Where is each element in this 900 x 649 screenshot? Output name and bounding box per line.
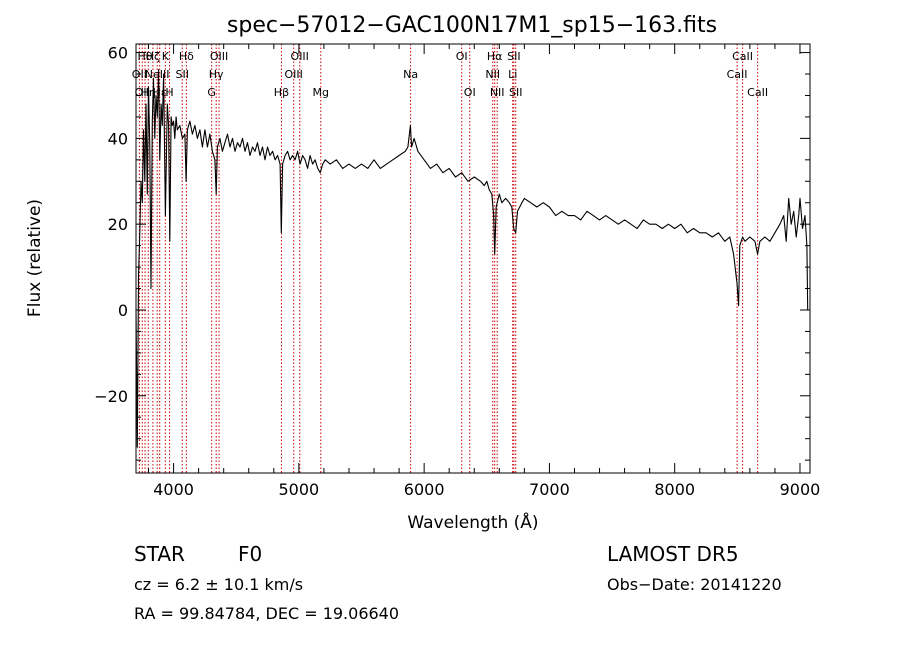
line-label: NII bbox=[485, 68, 500, 81]
line-label: NeIII bbox=[145, 68, 170, 81]
line-label: Hθ bbox=[138, 50, 153, 63]
line-label: SII bbox=[507, 50, 520, 63]
y-tick-label: 40 bbox=[108, 129, 128, 148]
observation-date: Obs−Date: 20141220 bbox=[607, 575, 782, 594]
survey-name: LAMOST DR5 bbox=[607, 542, 739, 566]
y-axis-ticks: −20 0 20 40 60 bbox=[94, 44, 810, 461]
line-label: OI bbox=[456, 50, 468, 63]
x-tick-label: 7000 bbox=[529, 480, 570, 499]
object-subclass: F0 bbox=[238, 542, 262, 566]
line-label: H bbox=[165, 86, 173, 99]
x-tick-label: 4000 bbox=[153, 480, 194, 499]
spectrum-series bbox=[135, 69, 809, 448]
line-label: Hδ bbox=[179, 50, 194, 63]
line-label: SII bbox=[509, 86, 522, 99]
line-label: Mg bbox=[313, 86, 329, 99]
line-label: CaII bbox=[727, 68, 748, 81]
line-label: OIII bbox=[210, 50, 228, 63]
line-label: CaII bbox=[732, 50, 753, 63]
y-tick-label: 60 bbox=[108, 44, 128, 63]
object-class: STAR bbox=[134, 542, 185, 566]
line-label: Li bbox=[508, 68, 517, 81]
chart-title: spec−57012−GAC100N17M1_sp15−163.fits bbox=[227, 13, 717, 38]
line-label: OIII bbox=[285, 68, 303, 81]
line-label: Hζ bbox=[146, 50, 160, 63]
line-label: SII bbox=[175, 68, 188, 81]
line-label: K bbox=[162, 50, 170, 63]
line-label: CaII bbox=[747, 86, 768, 99]
y-tick-label: 0 bbox=[118, 301, 128, 320]
y-axis-label: Flux (relative) bbox=[25, 199, 45, 317]
line-label: Hγ bbox=[209, 68, 224, 81]
line-label: Hβ bbox=[274, 86, 289, 99]
line-label: G bbox=[207, 86, 216, 99]
plot-frame bbox=[135, 43, 811, 474]
y-tick-label: 20 bbox=[108, 215, 128, 234]
ra-dec-coordinates: RA = 99.84784, DEC = 19.06640 bbox=[134, 604, 399, 623]
spectrum-line bbox=[135, 69, 809, 448]
redshift-cz: cz = 6.2 ± 10.1 km/s bbox=[134, 575, 303, 594]
line-label: NII bbox=[490, 86, 505, 99]
line-label: Hα bbox=[487, 50, 503, 63]
line-label: OIII bbox=[291, 50, 309, 63]
x-axis-label: Wavelength (Å) bbox=[407, 511, 538, 533]
spectral-line-markers bbox=[138, 44, 759, 473]
x-tick-label: 5000 bbox=[279, 480, 320, 499]
spectral-line-labels: OIIOIIHθHηHζNeIIIHεKHSIIHδGHγOIIIHβOIIIO… bbox=[132, 50, 768, 99]
y-tick-label: −20 bbox=[94, 387, 128, 406]
x-tick-label: 6000 bbox=[404, 480, 445, 499]
x-tick-label: 8000 bbox=[654, 480, 695, 499]
x-axis-ticks: 4000 5000 6000 7000 8000 9000 bbox=[148, 44, 821, 499]
x-tick-label: 9000 bbox=[780, 480, 821, 499]
line-label: OI bbox=[464, 86, 476, 99]
line-label: Na bbox=[403, 68, 418, 81]
